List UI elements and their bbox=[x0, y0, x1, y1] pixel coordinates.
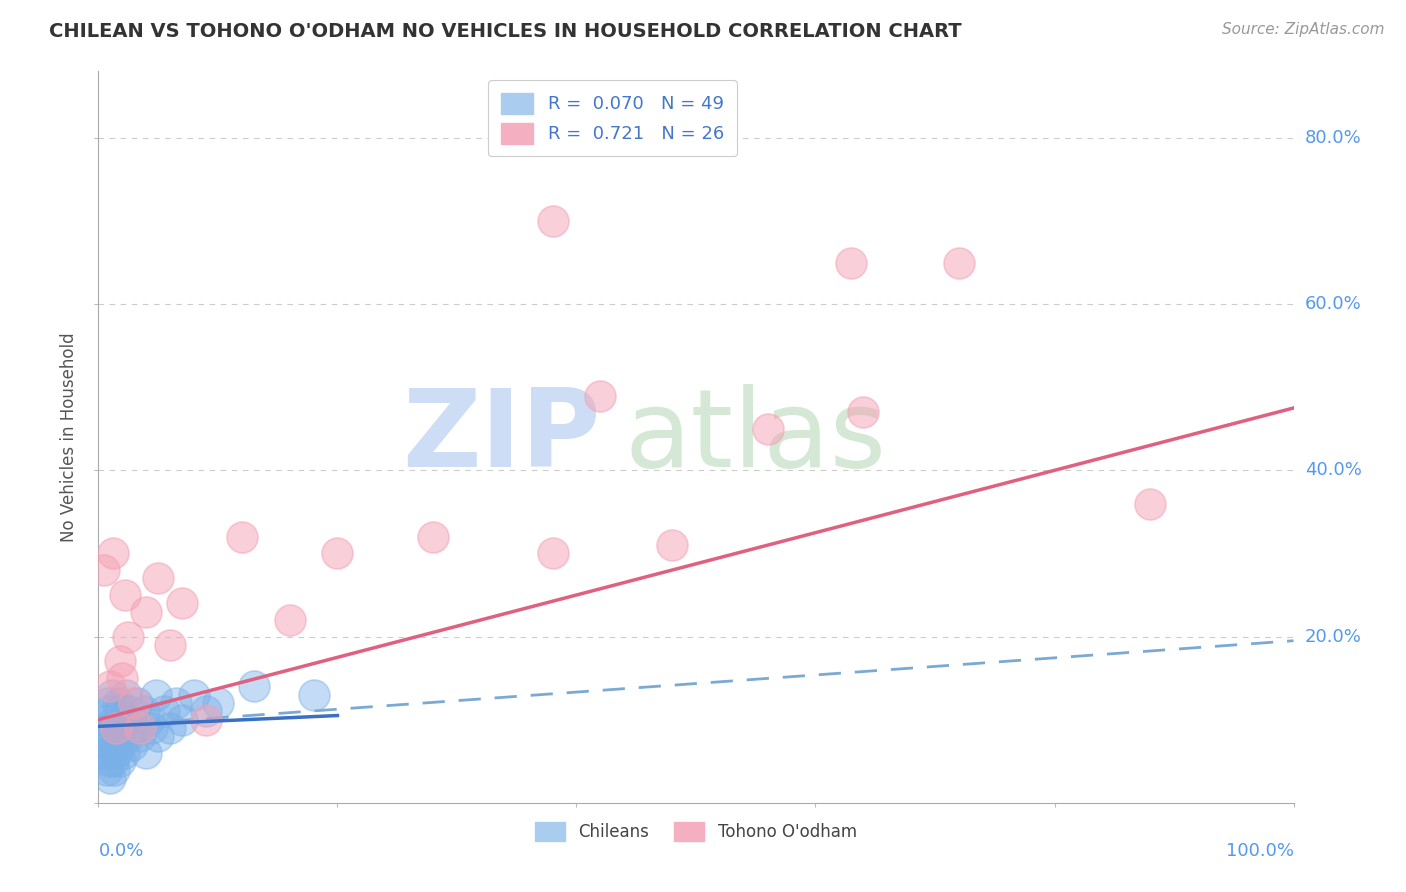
Point bbox=[108, 705, 131, 719]
Point bbox=[153, 705, 176, 719]
Point bbox=[132, 705, 155, 719]
Point bbox=[541, 546, 564, 560]
Text: 40.0%: 40.0% bbox=[1305, 461, 1361, 479]
Point bbox=[124, 721, 146, 735]
Point bbox=[114, 713, 136, 727]
Point bbox=[107, 696, 129, 710]
Point bbox=[104, 738, 127, 752]
Point bbox=[93, 563, 115, 577]
Point bbox=[105, 721, 128, 735]
Point bbox=[135, 746, 157, 760]
Point bbox=[124, 696, 146, 710]
Point bbox=[108, 754, 131, 768]
Point bbox=[101, 729, 124, 743]
Point bbox=[756, 422, 779, 436]
Point bbox=[138, 713, 160, 727]
Point bbox=[98, 721, 121, 735]
Point bbox=[172, 713, 194, 727]
Point bbox=[841, 255, 863, 269]
Point bbox=[141, 721, 163, 735]
Point bbox=[159, 721, 181, 735]
Point bbox=[1139, 497, 1161, 511]
Point bbox=[195, 713, 218, 727]
Point bbox=[117, 729, 139, 743]
Point bbox=[948, 255, 970, 269]
Point bbox=[97, 696, 120, 710]
Point bbox=[93, 746, 115, 760]
Point bbox=[852, 405, 875, 419]
Point bbox=[278, 613, 301, 627]
Point bbox=[97, 729, 120, 743]
Point bbox=[112, 746, 135, 760]
Text: 20.0%: 20.0% bbox=[1305, 628, 1361, 646]
Point bbox=[129, 729, 152, 743]
Point bbox=[103, 713, 125, 727]
Point bbox=[541, 214, 564, 228]
Point bbox=[207, 696, 229, 710]
Point bbox=[145, 688, 167, 702]
Point bbox=[101, 754, 124, 768]
Point bbox=[107, 729, 129, 743]
Point bbox=[172, 596, 194, 610]
Point bbox=[105, 746, 128, 760]
Point bbox=[111, 721, 134, 735]
Point bbox=[135, 605, 157, 619]
Point bbox=[231, 530, 253, 544]
Point bbox=[302, 688, 325, 702]
Text: CHILEAN VS TOHONO O'ODHAM NO VEHICLES IN HOUSEHOLD CORRELATION CHART: CHILEAN VS TOHONO O'ODHAM NO VEHICLES IN… bbox=[49, 22, 962, 41]
Point bbox=[117, 630, 139, 644]
Point bbox=[159, 638, 181, 652]
Point bbox=[326, 546, 349, 560]
Point bbox=[101, 546, 124, 560]
Point bbox=[98, 754, 121, 768]
Text: 60.0%: 60.0% bbox=[1305, 295, 1361, 313]
Text: 80.0%: 80.0% bbox=[1305, 128, 1361, 147]
Point bbox=[114, 588, 136, 602]
Text: 100.0%: 100.0% bbox=[1226, 842, 1294, 860]
Y-axis label: No Vehicles in Household: No Vehicles in Household bbox=[60, 332, 79, 542]
Point bbox=[100, 746, 122, 760]
Text: 0.0%: 0.0% bbox=[98, 842, 143, 860]
Point bbox=[110, 738, 132, 752]
Point bbox=[183, 688, 205, 702]
Point bbox=[148, 729, 170, 743]
Point bbox=[98, 680, 122, 694]
Point bbox=[98, 771, 122, 785]
Point bbox=[165, 696, 187, 710]
Point bbox=[94, 713, 117, 727]
Point bbox=[96, 763, 118, 777]
Text: atlas: atlas bbox=[624, 384, 886, 490]
Point bbox=[98, 705, 122, 719]
Point bbox=[422, 530, 444, 544]
Point bbox=[118, 705, 141, 719]
Point bbox=[108, 655, 131, 669]
Point bbox=[148, 571, 170, 585]
Text: Source: ZipAtlas.com: Source: ZipAtlas.com bbox=[1222, 22, 1385, 37]
Text: ZIP: ZIP bbox=[402, 384, 600, 490]
Point bbox=[115, 688, 138, 702]
Point bbox=[125, 696, 148, 710]
Point bbox=[589, 388, 612, 402]
Point bbox=[98, 738, 122, 752]
Point bbox=[103, 763, 125, 777]
Point bbox=[100, 688, 122, 702]
Point bbox=[111, 671, 134, 685]
Point bbox=[195, 705, 218, 719]
Point bbox=[243, 680, 266, 694]
Point bbox=[121, 738, 143, 752]
Legend: Chileans, Tohono O'odham: Chileans, Tohono O'odham bbox=[527, 814, 865, 849]
Point bbox=[661, 538, 683, 552]
Point bbox=[129, 721, 152, 735]
Point bbox=[105, 721, 128, 735]
